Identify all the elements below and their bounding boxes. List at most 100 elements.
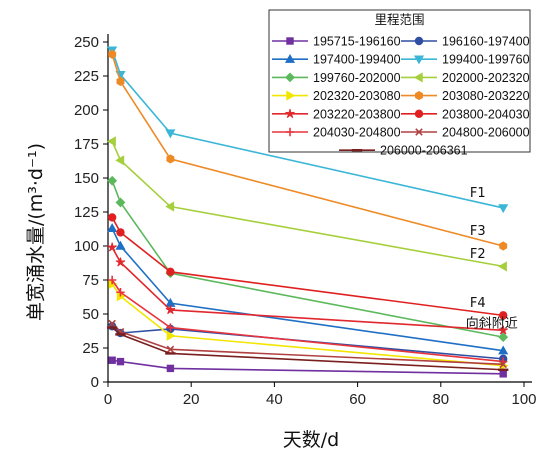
series-line bbox=[111, 279, 504, 363]
legend-label: 203800-204030 bbox=[442, 107, 530, 121]
legend-label: 196160-197400 bbox=[442, 35, 530, 49]
x-tick-label: 40 bbox=[266, 391, 283, 408]
data-point bbox=[499, 370, 507, 378]
annotation-layer: F1 F3 F2 F4 向斜附近 bbox=[466, 186, 518, 332]
legend-marker bbox=[415, 91, 423, 101]
data-point bbox=[107, 275, 117, 285]
y-tick-label: 0 bbox=[91, 374, 99, 391]
legend-label: 204030-204800 bbox=[313, 126, 401, 140]
data-point bbox=[498, 332, 509, 343]
data-point bbox=[166, 267, 175, 277]
legend-marker bbox=[284, 53, 296, 63]
legend-label: 204800-206000 bbox=[442, 126, 530, 140]
legend-title: 里程范围 bbox=[374, 12, 424, 27]
data-point bbox=[166, 345, 175, 354]
data-point bbox=[107, 213, 117, 222]
legend-label: 195715-196160 bbox=[313, 35, 401, 49]
data-point bbox=[107, 175, 118, 186]
legend-item: 199400-199760 bbox=[401, 53, 530, 67]
axes: 0 20 40 60 80 100 0 25 50 75 100 125 150 175 200 225 250 bbox=[74, 34, 537, 408]
series-line bbox=[112, 359, 504, 375]
legend-box bbox=[268, 9, 531, 153]
series-line bbox=[111, 140, 504, 268]
series-layer bbox=[106, 46, 509, 378]
legend: 里程范围 195715-196160 196160-197400 197400-199… bbox=[268, 9, 531, 158]
x-tick-label: 20 bbox=[183, 391, 200, 408]
legend-marker bbox=[286, 90, 296, 101]
x-tick-label: 80 bbox=[432, 391, 449, 408]
series-line bbox=[111, 227, 504, 352]
y-tick-label: 225 bbox=[74, 68, 99, 85]
data-point bbox=[166, 154, 175, 164]
data-point bbox=[116, 76, 125, 87]
data-point bbox=[165, 201, 175, 212]
data-point bbox=[106, 136, 116, 147]
data-point bbox=[107, 223, 118, 233]
legend-item: 195715-196160 bbox=[272, 35, 401, 49]
y-tick-label: 50 bbox=[82, 306, 99, 323]
data-point bbox=[498, 325, 508, 335]
legend-label: 206000-206361 bbox=[380, 144, 468, 158]
y-tick-label: 200 bbox=[74, 102, 99, 119]
y-tick-label: 125 bbox=[74, 204, 99, 221]
series-195715-196160 bbox=[108, 356, 507, 378]
data-point bbox=[115, 197, 126, 208]
legend-label: 202000-202320 bbox=[442, 71, 530, 85]
legend-item: 202320-203080 bbox=[272, 89, 401, 103]
data-point bbox=[107, 242, 117, 252]
legend-item: 202000-202320 bbox=[401, 71, 530, 85]
legend-item: 203220-203800 bbox=[272, 107, 401, 121]
series-line bbox=[111, 180, 504, 338]
series-line bbox=[111, 49, 504, 209]
data-point bbox=[115, 240, 126, 250]
series-203800-204030 bbox=[107, 213, 508, 320]
legend-item: 199760-202000 bbox=[272, 71, 401, 85]
data-point bbox=[498, 204, 509, 214]
data-point bbox=[166, 330, 176, 341]
legend-label: 202320-203080 bbox=[313, 89, 401, 103]
data-point bbox=[166, 364, 175, 373]
series-line bbox=[111, 54, 504, 247]
legend-marker bbox=[285, 127, 295, 137]
series-203080-203220 bbox=[108, 49, 508, 251]
data-point bbox=[116, 288, 125, 297]
legend-item: 203800-204030 bbox=[401, 107, 530, 121]
data-point bbox=[498, 345, 509, 355]
data-point bbox=[499, 311, 508, 320]
series-197400-199400 bbox=[107, 223, 509, 355]
series-202320-203080 bbox=[108, 279, 509, 371]
data-point bbox=[116, 357, 125, 366]
x-tick-label: 0 bbox=[104, 391, 112, 408]
data-point bbox=[108, 319, 116, 328]
y-tick-label: 25 bbox=[82, 340, 99, 357]
legend-marker bbox=[415, 128, 423, 136]
annotation-label: 向斜附近 bbox=[466, 316, 518, 332]
series-206000-206361 bbox=[106, 326, 509, 371]
legend-marker bbox=[285, 108, 295, 118]
series-line bbox=[111, 246, 504, 332]
legend-label: 203220-203800 bbox=[313, 107, 401, 121]
legend-label: 197400-199400 bbox=[313, 53, 401, 67]
series-line bbox=[111, 326, 504, 371]
annotation-label: F4 bbox=[470, 296, 486, 311]
data-point bbox=[115, 155, 125, 166]
legend-label: 199760-202000 bbox=[313, 71, 401, 85]
legend-item: 197400-199400 bbox=[272, 53, 401, 67]
legend-item: 196160-197400 bbox=[401, 35, 530, 49]
legend-marker bbox=[286, 37, 294, 45]
data-point bbox=[115, 257, 126, 267]
data-point bbox=[499, 360, 507, 369]
y-tick-label: 150 bbox=[74, 170, 99, 187]
x-tick-label: 60 bbox=[349, 391, 366, 408]
y-tick-label: 75 bbox=[82, 272, 99, 289]
x-axis-label: 天数/d bbox=[283, 429, 339, 451]
y-axis-label: 单宽涌水量/(m³·d⁻¹) bbox=[25, 143, 47, 321]
legend-marker bbox=[414, 109, 424, 119]
legend-marker bbox=[285, 72, 295, 83]
series-199760-202000 bbox=[107, 175, 509, 343]
legend-marker bbox=[414, 36, 424, 46]
data-point bbox=[108, 49, 117, 59]
annotation-label: F2 bbox=[470, 247, 486, 262]
legend-item: 204800-206000 bbox=[401, 126, 530, 140]
